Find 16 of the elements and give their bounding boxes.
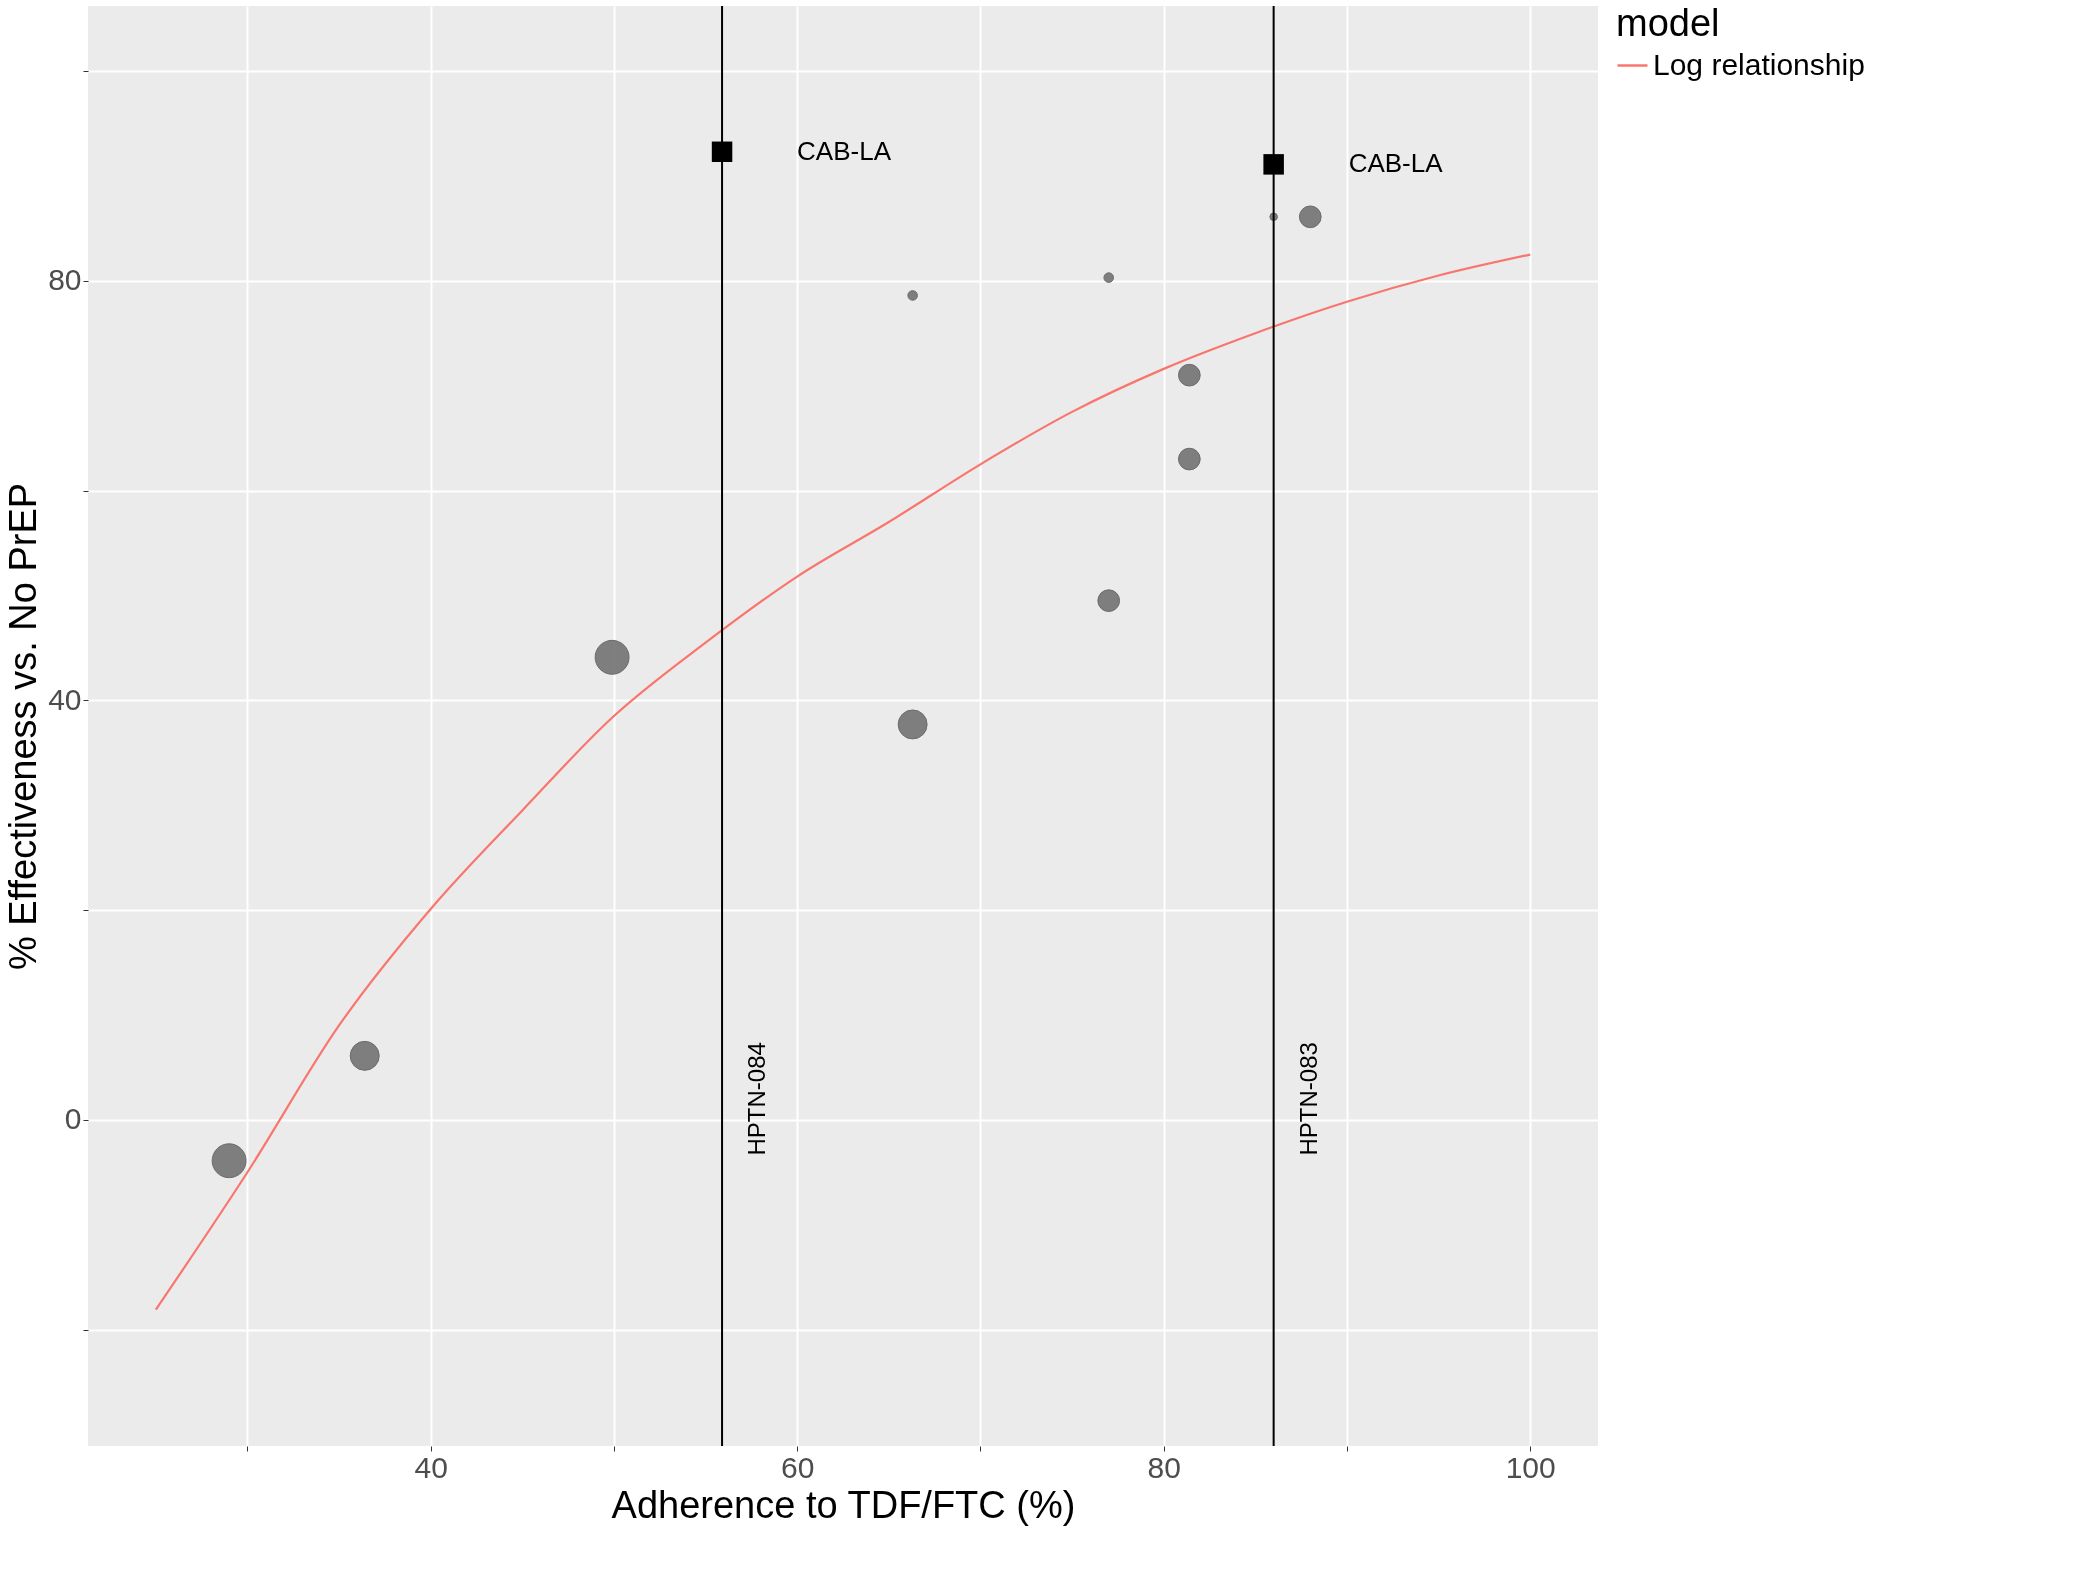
x-tick-label: 80 [1147, 1450, 1181, 1484]
y-tick-label: 0 [64, 1102, 82, 1136]
x-axis-title: Adherence to TDF/FTC (%) [611, 1483, 1076, 1526]
x-tick-label: 60 [781, 1450, 815, 1484]
y-axis-title: % Effectiveness vs. No PrEP [2, 482, 45, 971]
ref-line-label: HPTN-084 [743, 1042, 771, 1156]
line-series [154, 253, 1532, 1311]
annotation: CAB-LA [1348, 148, 1444, 179]
legend-title: model [1616, 2, 1720, 44]
x-tick-label: 100 [1505, 1450, 1556, 1484]
legend-label: Log relationship [1653, 47, 1865, 81]
y-tick-label: 80 [48, 263, 82, 297]
annotation: CAB-LA [797, 135, 892, 166]
y-tick-label: 40 [48, 682, 82, 716]
x-tick-label: 40 [414, 1450, 448, 1484]
ref-line-label: HPTN-083 [1294, 1042, 1322, 1156]
